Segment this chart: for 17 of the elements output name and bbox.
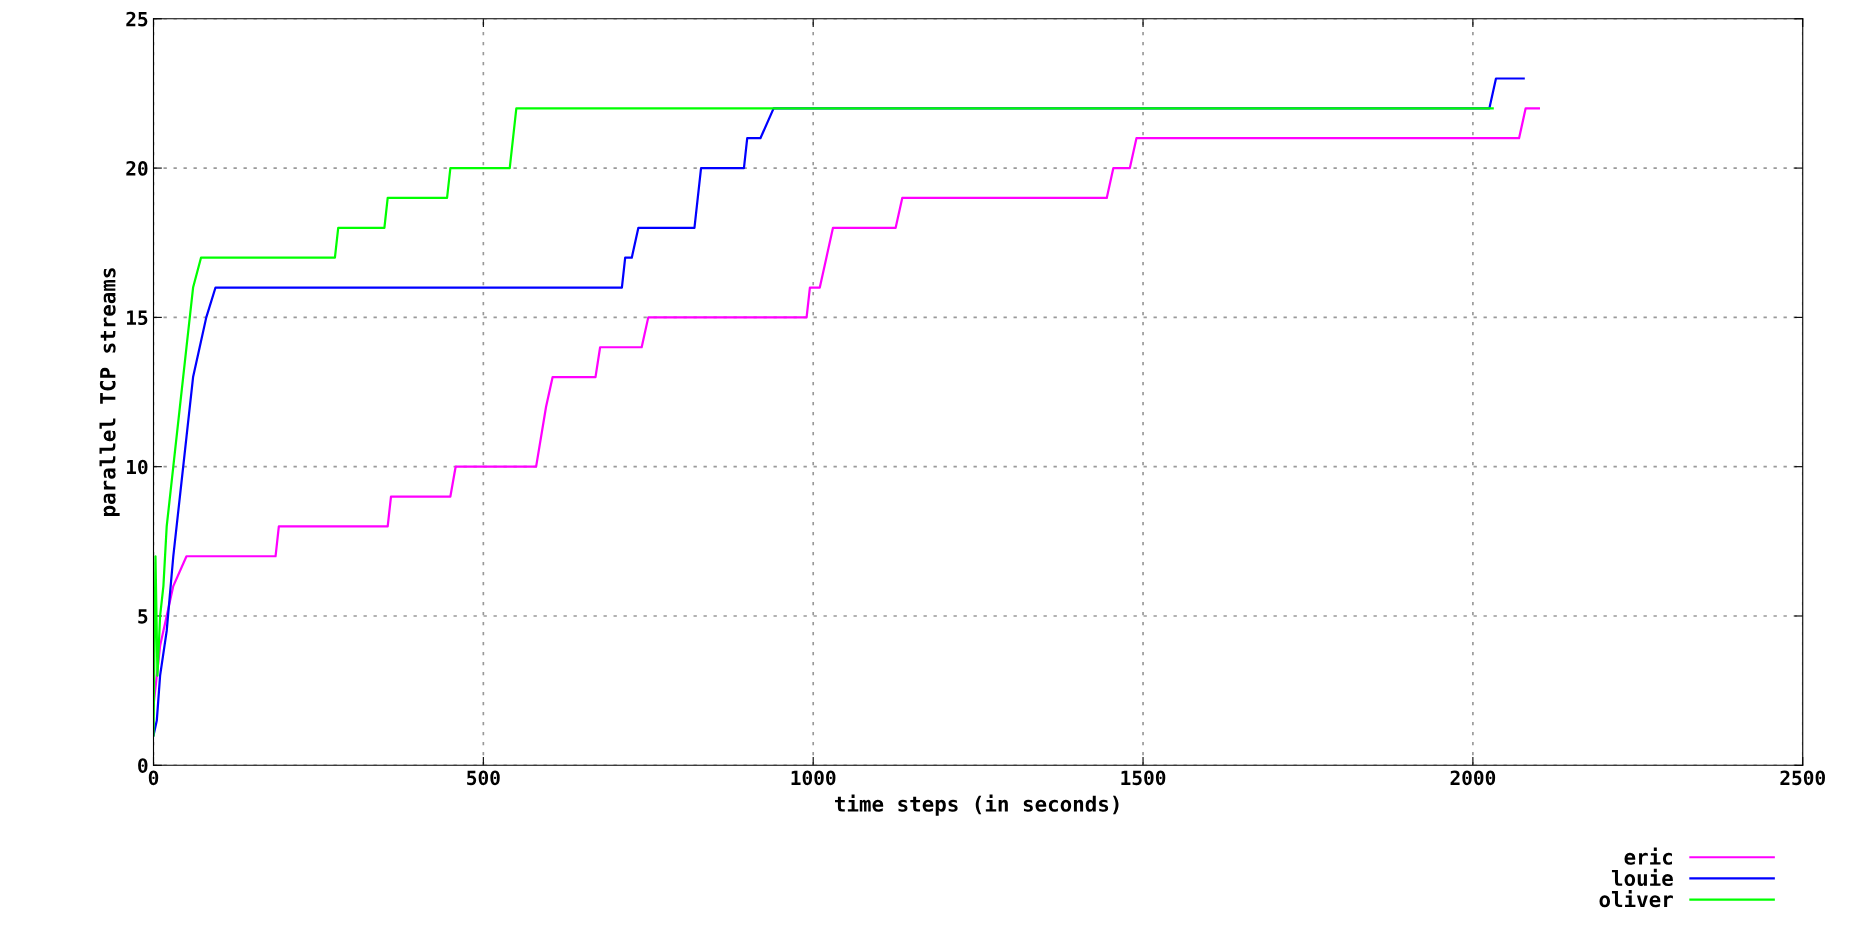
legend-label: louie [1611, 868, 1673, 887]
x-tick-label: 2000 [1450, 770, 1496, 786]
x-tick-label: 1000 [791, 770, 836, 786]
y-tick-label: 15 [127, 310, 148, 326]
y-tick-label: 25 [126, 11, 148, 27]
legend-label: eric [1624, 847, 1672, 865]
y-tick-label: 20 [126, 161, 148, 176]
x-axis-title: time steps (in seconds) [835, 794, 1119, 816]
x-tick-label: 0 [148, 770, 159, 786]
legend-label: oliver [1599, 890, 1673, 908]
x-tick-label: 1500 [1121, 770, 1166, 786]
y-axis-title: parallel TCP streams [99, 268, 120, 516]
y-tick-label: 10 [127, 459, 148, 475]
y-tick-label: 0 [138, 758, 148, 773]
x-tick-label: 500 [467, 770, 500, 786]
x-tick-label: 2500 [1780, 770, 1825, 786]
y-tick-label: 5 [138, 609, 148, 624]
